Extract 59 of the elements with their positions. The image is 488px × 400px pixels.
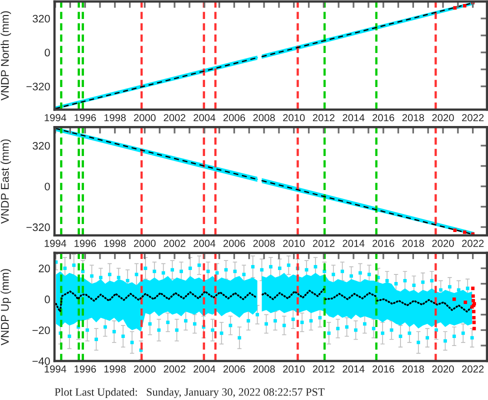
y-tick-label: 0	[44, 182, 50, 190]
y-tick-label: 0	[44, 296, 50, 304]
x-tick-label: 2010	[283, 240, 305, 247]
x-tick-label: 1996	[74, 365, 96, 373]
x-tick-label: 2008	[253, 240, 275, 247]
x-tick-label: 2018	[402, 240, 424, 247]
x-tick-label: 2002	[164, 365, 186, 373]
y-tick-label: −40	[32, 357, 50, 366]
x-tick-label: 2012	[312, 240, 334, 247]
x-tick-label: 2010	[283, 114, 305, 122]
x-tick-label: 2014	[342, 365, 365, 373]
x-tick-label: 2010	[283, 365, 305, 373]
y-tick-label: −320	[26, 82, 50, 90]
x-tick-label: 2016	[372, 365, 394, 373]
x-tick-label: 1996	[74, 240, 96, 247]
x-tick-label: 1994	[44, 240, 66, 247]
x-tick-label: 1994	[44, 114, 66, 122]
y-axis-title: VNDP Up (mm)	[0, 269, 11, 346]
y-tick-label: −20	[32, 326, 50, 334]
y-tick-label: 320	[32, 142, 50, 150]
x-tick-label: 2012	[312, 365, 334, 373]
x-tick-label: 2000	[134, 240, 156, 247]
x-tick-label: 2022	[462, 114, 484, 122]
x-tick-label: 2004	[194, 114, 216, 122]
x-tick-label: 2004	[194, 365, 216, 373]
y-tick-label: 20	[38, 264, 50, 272]
y-axis-title: VNDP East (mm)	[0, 139, 11, 224]
x-tick-label: 2016	[372, 240, 394, 247]
x-tick-label: 2006	[223, 114, 246, 122]
x-tick-label: 2020	[432, 365, 454, 373]
y-tick-label: 320	[32, 14, 50, 22]
x-tick-label: 2000	[134, 365, 156, 373]
x-tick-label: 2022	[462, 240, 484, 247]
text: Plot Last Updated: Sunday, January 30, 2022 08:22:57 PST	[54, 388, 325, 398]
x-tick-label: 1996	[74, 114, 96, 122]
x-tick-label: 1998	[104, 240, 126, 247]
x-tick-label: 2018	[402, 114, 424, 122]
x-tick-label: 2012	[312, 114, 334, 122]
x-tick-label: 2006	[223, 365, 246, 373]
x-tick-label: 2014	[342, 114, 365, 122]
x-tick-label: 2002	[164, 114, 186, 122]
x-tick-label: 2000	[134, 114, 156, 122]
x-tick-label: 2020	[432, 240, 454, 247]
x-tick-label: 2022	[462, 365, 484, 373]
y-tick-label: 0	[44, 48, 50, 56]
x-tick-label: 2016	[372, 114, 394, 122]
x-tick-label: 1998	[104, 114, 126, 122]
x-tick-label: 2004	[194, 240, 216, 247]
x-tick-label: 2020	[432, 114, 454, 122]
x-tick-label: 1998	[104, 365, 126, 373]
x-tick-label: 2018	[402, 365, 424, 373]
x-tick-label: 2006	[223, 240, 246, 247]
x-tick-label: 2014	[342, 240, 365, 247]
y-tick-label: −320	[26, 223, 50, 232]
y-axis-title: VNDP North (mm)	[0, 11, 11, 100]
x-tick-label: 2008	[253, 114, 275, 122]
x-tick-label: 1994	[44, 365, 66, 373]
x-tick-label: 2002	[164, 240, 186, 247]
x-tick-label: 2008	[253, 365, 275, 373]
